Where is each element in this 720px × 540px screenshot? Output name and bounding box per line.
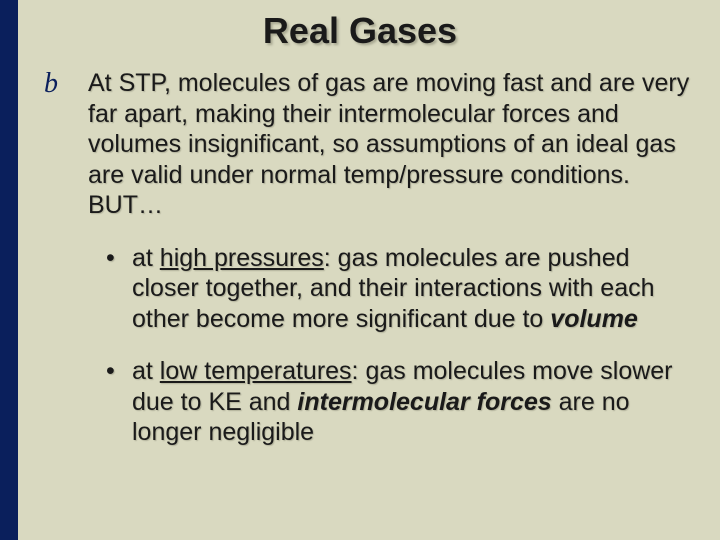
text-run-bold-italic: intermolecular forces <box>297 388 551 416</box>
bullet-glyph-dot: • <box>106 243 132 274</box>
paragraph-3: at low temperatures: gas molecules move … <box>132 356 692 448</box>
slide-title: Real Gases <box>0 10 720 52</box>
slide: Real Gases b At STP, molecules of gas ar… <box>0 0 720 540</box>
bullet-level1: b At STP, molecules of gas are moving fa… <box>44 68 692 221</box>
bullet-level2: • at high pressures: gas molecules are p… <box>106 243 692 335</box>
text-run: at <box>132 357 160 385</box>
text-run-bold-italic: volume <box>550 305 638 333</box>
bullet-glyph-dot: • <box>106 356 132 387</box>
paragraph-2: at high pressures: gas molecules are pus… <box>132 243 692 335</box>
left-accent-bar <box>0 0 18 540</box>
paragraph-1: At STP, molecules of gas are moving fast… <box>88 68 692 221</box>
slide-content: b At STP, molecules of gas are moving fa… <box>44 68 692 470</box>
bullet-glyph-script-b: b <box>44 70 88 98</box>
bullet-level2: • at low temperatures: gas molecules mov… <box>106 356 692 448</box>
text-run-underline: high pressures <box>160 244 324 272</box>
text-run: at <box>132 244 160 272</box>
text-run-underline: low temperatures <box>160 357 352 385</box>
